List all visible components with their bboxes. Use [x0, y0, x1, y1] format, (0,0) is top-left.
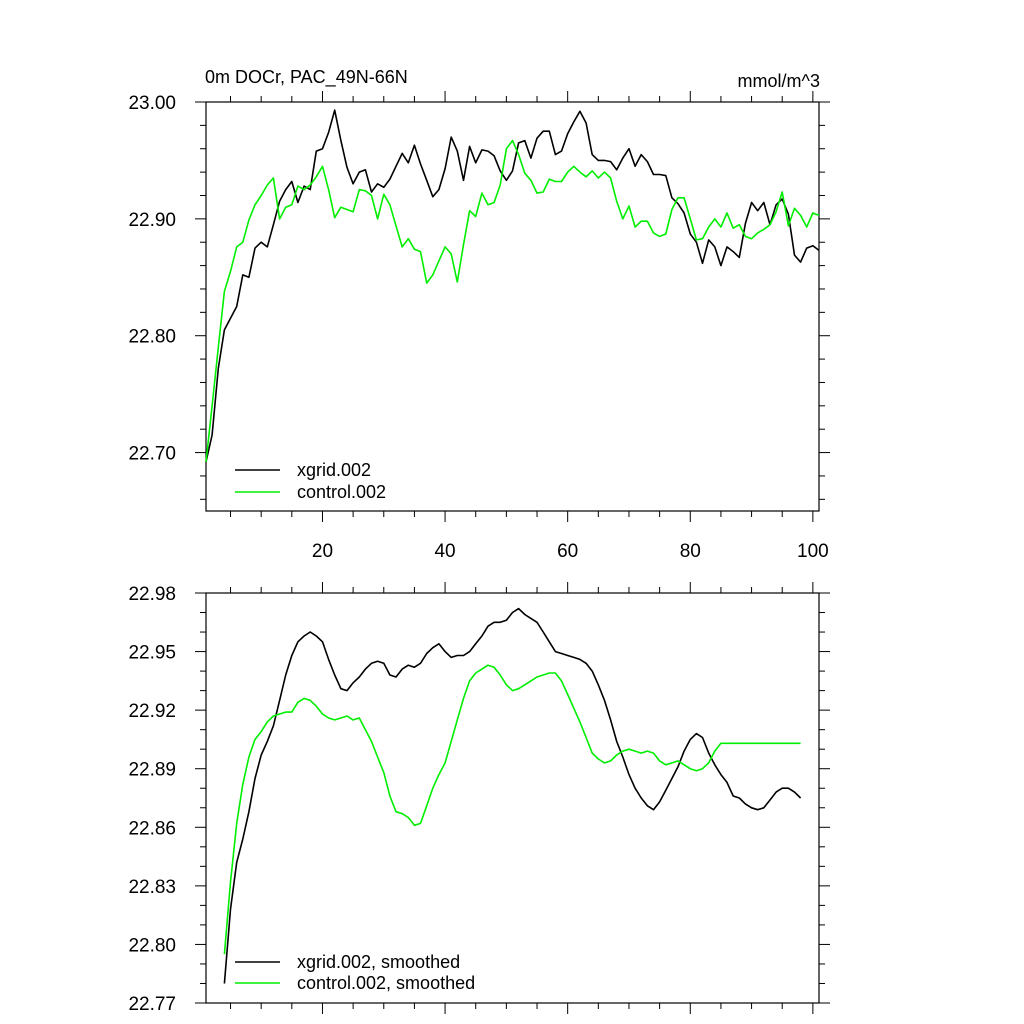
y-tick-label: 22.98: [128, 584, 176, 605]
y-tick-label: 22.77: [128, 994, 176, 1015]
series-line-1: [223, 607, 802, 984]
legend-label: control.002: [297, 482, 386, 502]
y-tick-label: 22.86: [128, 818, 176, 839]
series-line-2: [205, 139, 820, 462]
y-tick-label: 23.00: [128, 93, 176, 114]
y-tick-label: 22.83: [128, 877, 176, 898]
y-tick-label: 22.80: [128, 327, 176, 348]
plot-frame: [205, 101, 820, 512]
y-tick-label: 22.92: [128, 701, 176, 722]
legend-label: xgrid.002: [297, 460, 371, 480]
top-plot-area: 20 40 60 80 100 22.70 22.80 22.90 23.00: [128, 91, 830, 562]
y-tick-label: 22.90: [128, 210, 176, 231]
x-tick-label: 100: [797, 541, 829, 562]
bottom-plot-area: 22.77 22.80 22.83 22.86 22.89 22.92 22.95 22.98: [128, 582, 830, 1015]
plot-frame: [205, 592, 820, 1004]
y-tick-label: 22.70: [128, 444, 176, 465]
legend-label: xgrid.002, smoothed: [297, 952, 460, 972]
x-tick-label: 80: [680, 541, 701, 562]
x-tick-label: 60: [557, 541, 578, 562]
chart-title: 0m DOCr, PAC_49N-66N: [205, 67, 408, 88]
legend-label: control.002, smoothed: [297, 973, 475, 993]
y-tick-label: 22.80: [128, 935, 176, 956]
y-tick-label: 22.89: [128, 760, 176, 781]
series-line-2: [223, 664, 801, 955]
bottom-panel: 22.77 22.80 22.83 22.86 22.89 22.92 22.95 22.98…: [128, 582, 830, 1015]
x-tick-label: 40: [434, 541, 455, 562]
top-panel: 0m DOCr, PAC_49N-66N mmol/m^3 20 40 60 80 10…: [128, 67, 830, 562]
series-line-1: [205, 109, 820, 463]
y-tick-label: 22.95: [128, 643, 176, 664]
units-label: mmol/m^3: [738, 71, 820, 91]
x-tick-label: 20: [312, 541, 333, 562]
